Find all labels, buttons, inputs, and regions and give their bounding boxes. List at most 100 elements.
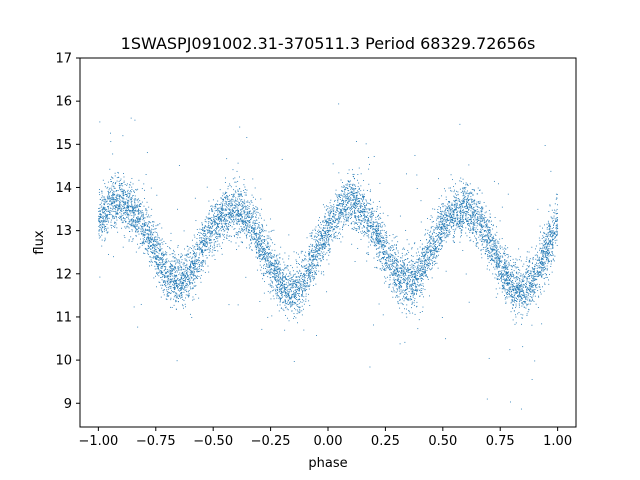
data-point xyxy=(471,189,473,190)
data-point xyxy=(380,236,382,238)
data-point xyxy=(555,219,557,221)
data-point xyxy=(198,268,200,270)
data-point xyxy=(251,194,253,196)
data-point xyxy=(489,252,491,254)
data-point xyxy=(299,289,300,291)
data-point xyxy=(506,297,508,299)
data-point xyxy=(509,283,511,285)
data-point xyxy=(254,233,256,234)
data-point xyxy=(430,215,432,217)
data-point xyxy=(469,224,470,226)
data-point xyxy=(423,285,424,287)
data-point xyxy=(295,276,297,278)
data-point xyxy=(489,227,490,229)
data-point xyxy=(224,205,226,207)
data-point xyxy=(249,203,251,205)
data-point xyxy=(322,238,323,239)
data-point xyxy=(314,251,316,253)
data-point xyxy=(314,247,316,249)
data-point xyxy=(462,198,464,200)
data-point xyxy=(440,228,442,230)
data-point xyxy=(531,300,533,302)
data-point xyxy=(101,230,103,232)
data-point xyxy=(347,188,349,190)
data-point xyxy=(246,226,248,228)
data-point xyxy=(115,206,117,208)
data-point xyxy=(250,200,252,202)
data-point xyxy=(527,270,529,272)
data-point xyxy=(192,267,194,269)
data-point xyxy=(227,188,229,190)
data-point xyxy=(530,296,532,298)
data-point xyxy=(545,233,547,235)
data-point xyxy=(127,189,129,191)
data-point xyxy=(352,193,354,195)
data-point xyxy=(450,221,452,223)
data-point xyxy=(280,298,281,300)
data-point xyxy=(489,256,491,258)
data-point xyxy=(376,237,378,238)
data-point xyxy=(363,195,365,197)
data-point xyxy=(466,221,467,223)
data-point xyxy=(486,268,488,270)
data-point xyxy=(269,271,271,273)
data-point xyxy=(518,287,520,289)
data-point xyxy=(504,262,505,264)
data-point xyxy=(551,231,552,233)
data-point xyxy=(533,290,535,292)
data-point xyxy=(327,234,329,235)
data-point xyxy=(259,240,261,242)
data-point xyxy=(373,245,375,247)
data-point xyxy=(176,283,178,285)
data-point xyxy=(375,232,377,234)
data-point xyxy=(536,283,538,285)
data-point xyxy=(402,260,404,262)
data-point xyxy=(452,222,454,224)
data-point xyxy=(413,302,415,304)
data-point xyxy=(231,215,233,217)
data-point xyxy=(307,285,309,286)
data-point xyxy=(327,208,329,210)
data-point xyxy=(193,247,195,249)
data-point xyxy=(396,270,398,272)
data-point xyxy=(237,204,239,206)
data-point xyxy=(507,274,509,276)
data-point xyxy=(284,291,286,293)
data-point xyxy=(375,266,377,268)
data-point xyxy=(267,290,269,292)
data-point xyxy=(547,235,549,237)
data-point xyxy=(163,294,165,296)
data-point xyxy=(155,258,156,260)
data-point xyxy=(423,268,425,270)
data-point xyxy=(394,252,396,254)
data-point xyxy=(423,267,425,269)
data-point xyxy=(397,269,399,271)
data-point xyxy=(414,262,416,264)
data-point xyxy=(148,240,150,241)
data-point xyxy=(239,203,241,205)
data-point xyxy=(234,204,236,206)
data-point xyxy=(287,285,289,287)
data-point xyxy=(264,249,266,251)
data-point xyxy=(343,210,345,212)
data-point xyxy=(118,208,120,210)
data-point xyxy=(536,255,538,257)
data-point xyxy=(215,218,217,220)
data-point xyxy=(354,261,356,262)
data-point xyxy=(217,237,219,239)
data-point xyxy=(489,233,491,235)
data-point xyxy=(491,224,492,225)
data-point xyxy=(402,272,404,274)
data-point xyxy=(449,216,451,218)
data-point xyxy=(218,235,220,237)
data-point xyxy=(187,246,189,247)
data-point xyxy=(102,208,104,210)
data-point xyxy=(532,274,534,276)
data-point xyxy=(554,212,556,214)
data-point xyxy=(111,199,113,201)
data-point xyxy=(226,237,227,239)
data-point xyxy=(208,229,210,231)
data-point xyxy=(362,195,364,197)
data-point xyxy=(341,186,343,188)
data-point xyxy=(294,296,296,298)
